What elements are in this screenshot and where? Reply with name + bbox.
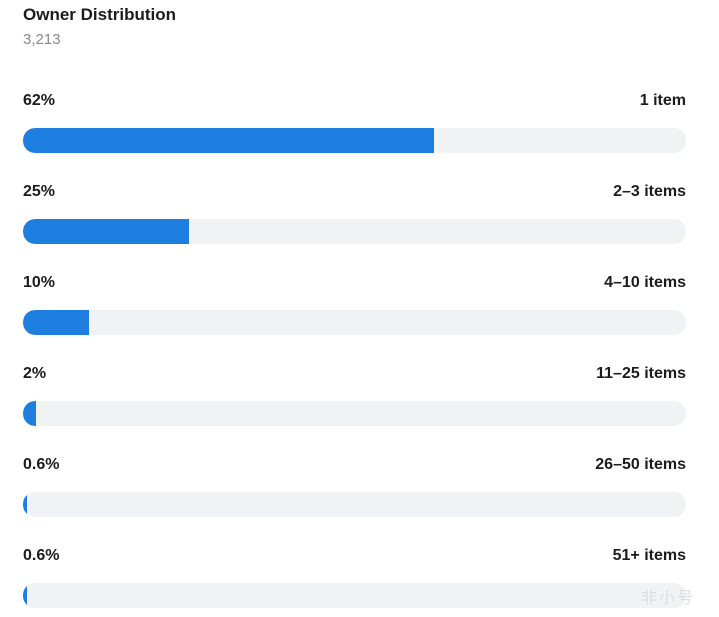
distribution-row: 10% 4–10 items <box>23 274 686 344</box>
bar-fill <box>23 128 435 153</box>
bar-fill <box>23 310 90 335</box>
distribution-row: 2% 11–25 items <box>23 365 686 435</box>
category-label: 11–25 items <box>596 365 686 382</box>
chart-title: Owner Distribution <box>23 5 176 24</box>
bar-fill <box>23 583 27 608</box>
distribution-row: 62% 1 item <box>23 92 686 162</box>
category-label: 2–3 items <box>613 183 686 200</box>
percent-label: 2% <box>23 365 47 382</box>
bar-track <box>23 128 686 153</box>
bar-track <box>23 310 686 335</box>
category-label: 4–10 items <box>604 274 686 291</box>
percent-label: 0.6% <box>23 456 60 473</box>
owner-count: 3,213 <box>23 31 61 48</box>
bar-fill <box>23 492 27 517</box>
distribution-row: 25% 2–3 items <box>23 183 686 253</box>
category-label: 26–50 items <box>595 456 686 473</box>
watermark-logo: 非小号 <box>640 590 695 607</box>
bar-fill <box>23 219 189 244</box>
distribution-row: 0.6% 26–50 items <box>23 456 686 526</box>
category-label: 1 item <box>639 92 686 109</box>
percent-label: 62% <box>23 92 56 109</box>
bar-fill <box>23 401 37 426</box>
bar-track <box>23 219 686 244</box>
bar-track <box>23 401 686 426</box>
percent-label: 0.6% <box>23 547 60 564</box>
distribution-row: 0.6% 51+ items <box>23 547 686 617</box>
percent-label: 10% <box>23 274 56 291</box>
category-label: 51+ items <box>612 547 686 564</box>
percent-label: 25% <box>23 183 56 200</box>
bar-track <box>23 583 686 608</box>
bar-track <box>23 492 686 517</box>
